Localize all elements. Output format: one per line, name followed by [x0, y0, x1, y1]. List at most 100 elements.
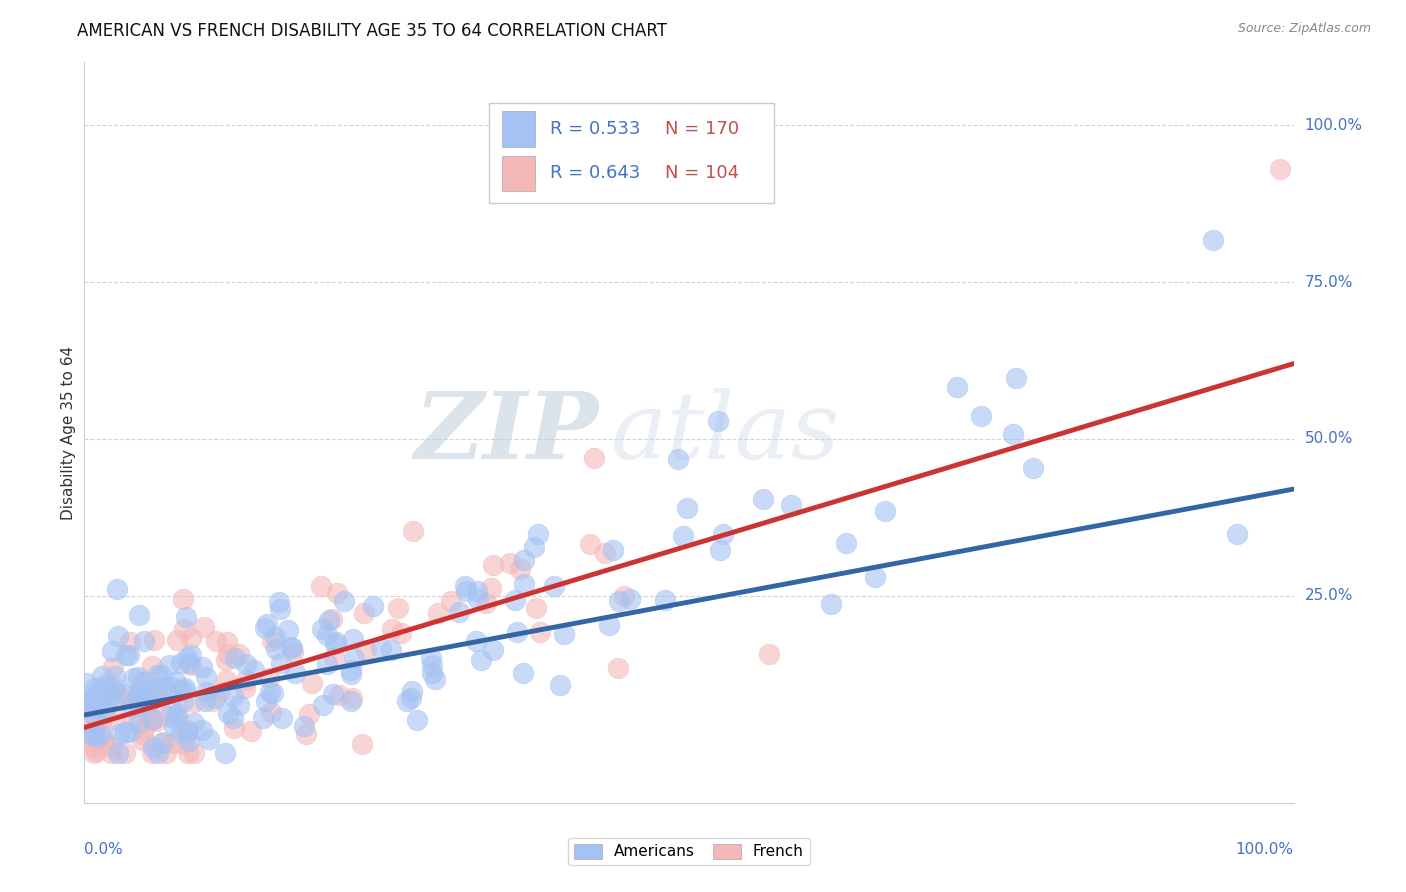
Point [505, 592, 527, 607]
Point [114, 746, 136, 760]
Point [277, 624, 299, 638]
Point [342, 632, 364, 646]
Point [83, 746, 105, 760]
Point [260, 633, 283, 648]
Point [257, 671, 280, 685]
Point [165, 675, 187, 690]
Text: R = 0.643: R = 0.643 [550, 164, 640, 183]
Point [145, 681, 167, 695]
Point [322, 649, 344, 664]
Text: 100.0%: 100.0% [1236, 842, 1294, 856]
Point [127, 670, 149, 684]
Point [548, 678, 571, 692]
Point [350, 737, 373, 751]
Point [553, 627, 575, 641]
Point [174, 610, 197, 624]
Point [136, 691, 159, 706]
Legend: Americans, French: Americans, French [568, 838, 810, 865]
Point [172, 591, 194, 606]
Point [405, 713, 427, 727]
Point [389, 626, 412, 640]
Point [228, 698, 250, 712]
Point [160, 699, 183, 714]
Point [127, 691, 149, 706]
Point [269, 602, 291, 616]
Point [214, 746, 236, 760]
Point [180, 648, 202, 663]
Point [204, 634, 226, 648]
Point [183, 746, 205, 760]
Point [343, 651, 366, 665]
Point [162, 736, 184, 750]
Point [80, 727, 103, 741]
Point [145, 689, 167, 703]
Point [204, 691, 226, 706]
Text: N = 170: N = 170 [665, 120, 740, 138]
Point [180, 657, 202, 672]
Point [281, 640, 304, 655]
Point [118, 648, 141, 663]
Point [235, 681, 257, 696]
Point [118, 725, 141, 739]
Point [315, 657, 337, 671]
Point [146, 668, 169, 682]
Point [112, 687, 135, 701]
Point [162, 719, 184, 733]
Point [90, 684, 112, 698]
Point [82, 727, 104, 741]
Text: R = 0.533: R = 0.533 [550, 120, 640, 138]
Point [295, 727, 318, 741]
Point [1022, 461, 1045, 475]
Point [666, 451, 689, 466]
Point [380, 643, 402, 657]
Point [172, 694, 194, 708]
Point [467, 591, 489, 606]
Point [198, 732, 221, 747]
Text: 0.0%: 0.0% [84, 842, 124, 856]
Point [193, 620, 215, 634]
Point [134, 721, 156, 735]
Point [262, 686, 284, 700]
Point [709, 542, 731, 557]
Point [499, 556, 522, 570]
Point [146, 690, 169, 705]
Point [316, 627, 339, 641]
Point [128, 693, 150, 707]
Point [84, 714, 107, 729]
Point [80, 719, 103, 733]
Point [470, 652, 492, 666]
Point [94, 680, 117, 694]
Point [426, 606, 449, 620]
Point [98, 688, 121, 702]
Point [340, 667, 363, 681]
Point [176, 651, 198, 665]
Point [194, 693, 217, 707]
Point [529, 624, 551, 639]
Point [353, 607, 375, 621]
Point [217, 647, 239, 661]
Point [93, 733, 115, 747]
Point [654, 593, 676, 607]
Point [165, 708, 187, 723]
Point [252, 711, 274, 725]
Point [440, 593, 463, 607]
Point [94, 701, 117, 715]
FancyBboxPatch shape [502, 156, 536, 191]
Point [619, 591, 641, 606]
Point [114, 725, 136, 739]
Point [835, 536, 858, 550]
Point [420, 666, 443, 681]
Text: N = 104: N = 104 [665, 164, 740, 183]
Point [512, 553, 534, 567]
Point [100, 740, 122, 755]
Point [104, 669, 127, 683]
Point [142, 712, 165, 726]
Point [215, 673, 238, 687]
Point [582, 451, 605, 466]
Point [322, 687, 344, 701]
Point [170, 726, 193, 740]
Point [298, 706, 321, 721]
Point [512, 665, 534, 680]
Point [675, 501, 697, 516]
Point [194, 669, 217, 683]
